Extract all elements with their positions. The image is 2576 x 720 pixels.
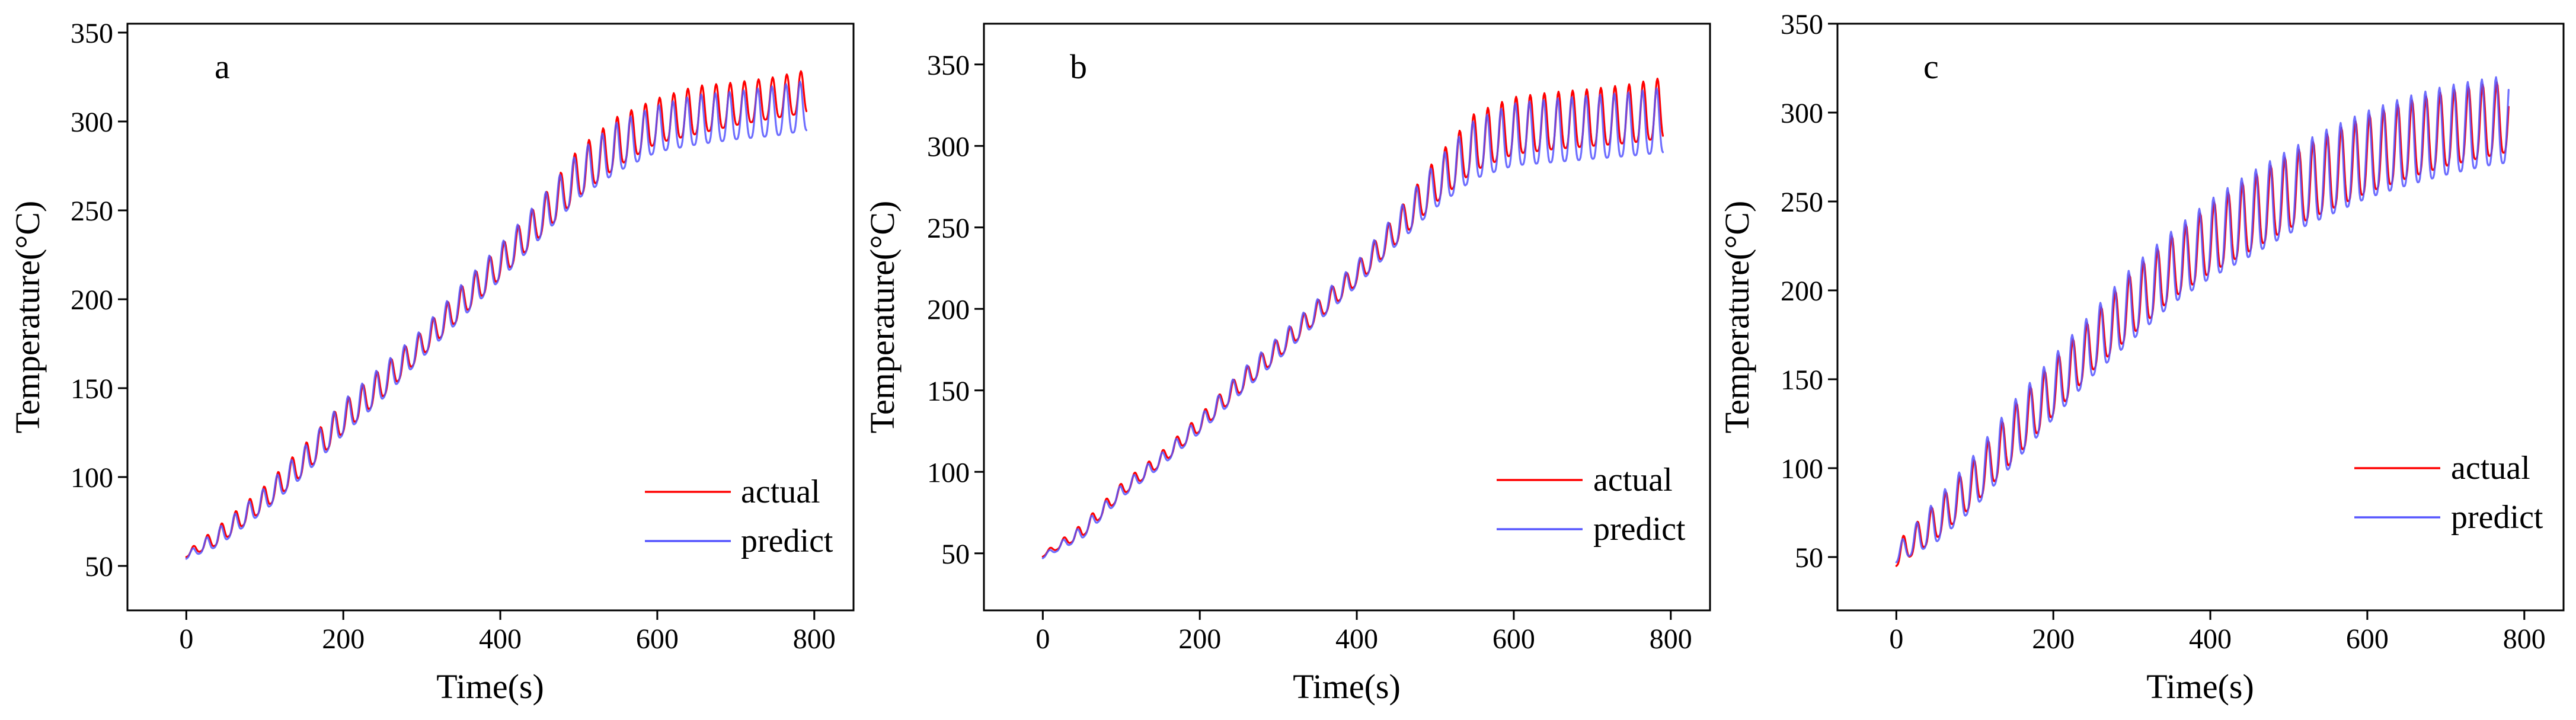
panel-c-y-tick-label-300: 300 [1781,98,1823,129]
panel-c-x-tick-label-600: 600 [2346,623,2389,655]
panel-b-y-tick-label-50: 50 [941,539,970,570]
panel-c-y-tick-label-50: 50 [1795,542,1823,574]
panel-a-legend-predict-label: predict [741,523,833,559]
panel-c: 0 200 400 600 800 50 100 150 200 250 300 350 c Time… [1718,9,2565,706]
panel-c-legend: actual predict [2354,450,2543,536]
panel-a-y-tick-label-350: 350 [71,18,113,49]
panel-a-y-tick-label-50: 50 [85,551,113,583]
panel-c-x-axis-title: Time(s) [2146,667,2254,706]
panel-c-y-tick-label-100: 100 [1781,453,1823,485]
panel-a-y-tick-label-200: 200 [71,284,113,316]
panel-a-y-tick-label-150: 150 [71,373,113,405]
panel-b-legend-predict-label: predict [1593,511,1686,548]
panel-c-ticks: 0 200 400 600 800 50 100 150 200 250 300 350 [1781,9,2546,655]
panel-b-x-tick-label-600: 600 [1492,623,1535,655]
panel-c-letter: c [1923,47,1939,86]
panel-c-y-tick-label-200: 200 [1781,276,1823,307]
panel-b-legend: actual predict [1497,462,1686,548]
panel-c-y-tick-label-250: 250 [1781,187,1823,218]
panel-b-x-tick-label-200: 200 [1178,623,1221,655]
panel-c-series-predict [1895,76,2510,564]
panel-c-legend-predict-label: predict [2451,499,2543,536]
panel-b-y-tick-label-100: 100 [927,457,970,488]
panel-a-letter: a [215,47,230,86]
panel-b-x-axis-title: Time(s) [1293,667,1401,706]
panel-a-x-tick-label-0: 0 [179,623,193,655]
panel-c-x-tick-label-400: 400 [2189,623,2232,655]
panel-c-y-tick-label-350: 350 [1781,9,1823,40]
panel-a-x-tick-label-400: 400 [479,623,522,655]
panel-c-series [1895,76,2510,567]
panel-a-series-predict [185,81,808,560]
panel-b-y-tick-label-300: 300 [927,131,970,162]
panel-a-series [185,70,808,560]
panel-b-y-axis-title: Temperature(°C) [863,201,902,434]
panel-c-y-tick-label-150: 150 [1781,364,1823,396]
panel-c-y-axis-title: Temperature(°C) [1718,201,1756,434]
panel-b-plot-frame [983,23,1711,612]
panel-a-y-tick-label-100: 100 [71,462,113,494]
panel-a-y-tick-label-300: 300 [71,107,113,138]
panel-a-plot-frame [126,23,855,612]
panel-a-x-tick-label-200: 200 [322,623,365,655]
panel-c-legend-actual-label: actual [2451,450,2530,487]
panel-b-legend-actual-label: actual [1593,462,1673,498]
panel-b-x-tick-label-400: 400 [1335,623,1378,655]
panel-b-y-tick-label-150: 150 [927,376,970,407]
panel-b-y-tick-label-250: 250 [927,213,970,244]
panel-a-x-axis-title: Time(s) [436,667,544,706]
panel-b-series [1041,78,1664,559]
panel-c-x-tick-label-800: 800 [2503,623,2546,655]
panel-a: 0 200 400 600 800 50 100 150 200 250 300 350 a Time… [8,18,855,706]
panel-b-y-tick-label-350: 350 [927,50,970,81]
panel-b-series-predict [1041,87,1664,559]
panel-b: 0 200 400 600 800 50 100 150 200 250 300 350 b Time… [863,23,1711,706]
panel-b-x-tick-label-800: 800 [1650,623,1692,655]
panel-a-y-axis-title: Temperature(°C) [8,201,47,434]
panel-c-plot-frame [1836,23,2565,612]
panel-b-x-tick-label-0: 0 [1035,623,1050,655]
panel-c-x-tick-label-0: 0 [1889,623,1903,655]
panel-a-legend: actual predict [645,473,833,559]
panel-a-x-tick-label-600: 600 [636,623,679,655]
panel-b-ticks: 0 200 400 600 800 50 100 150 200 250 300 350 [927,50,1692,655]
panel-a-legend-actual-label: actual [741,473,820,510]
panel-b-letter: b [1070,47,1087,86]
panel-c-x-tick-label-200: 200 [2032,623,2075,655]
panel-a-x-tick-label-800: 800 [793,623,836,655]
panel-a-ticks: 0 200 400 600 800 50 100 150 200 250 300 350 [71,18,836,655]
panel-a-y-tick-label-250: 250 [71,196,113,227]
panel-b-y-tick-label-200: 200 [927,294,970,325]
